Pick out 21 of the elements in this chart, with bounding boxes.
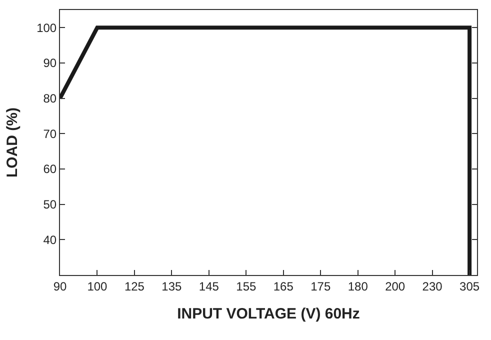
x-tick-label: 125: [124, 279, 145, 294]
y-tick-label: 40: [43, 232, 57, 247]
x-tick-label: 180: [348, 279, 368, 294]
x-tick-label: 145: [198, 279, 220, 294]
x-tick-label: 100: [87, 279, 108, 294]
x-tick-label: 230: [422, 279, 443, 294]
y-axis-title: LOAD (%): [4, 108, 21, 178]
x-tick-label: 135: [162, 279, 182, 294]
y-tick-label: 90: [43, 56, 57, 70]
x-tick-label: 305: [460, 279, 480, 294]
x-tick-label: 90: [53, 279, 67, 294]
y-tick-label: 80: [43, 92, 57, 106]
y-tick-label: 70: [43, 126, 57, 141]
y-tick-label: 100: [36, 20, 57, 35]
x-tick-label: 200: [385, 279, 406, 294]
x-tick-label: 165: [273, 279, 294, 294]
x-tick-label: 155: [236, 279, 256, 294]
x-axis-title: INPUT VOLTAGE (V) 60Hz: [177, 305, 360, 322]
y-tick-label: 50: [43, 198, 57, 212]
y-tick-label: 60: [43, 162, 57, 176]
x-tick-label: 175: [310, 279, 331, 294]
